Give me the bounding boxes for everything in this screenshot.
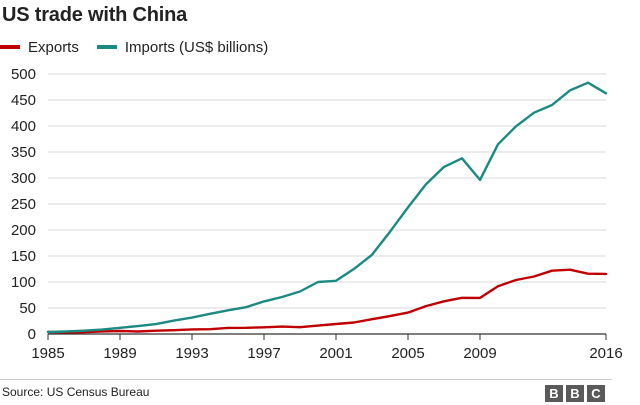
x-tick-label: 2016 xyxy=(589,345,622,362)
x-tick-label: 2009 xyxy=(463,345,496,362)
legend-item-imports: Imports (US$ billions) xyxy=(96,38,269,56)
y-tick-label: 450 xyxy=(11,92,36,109)
bbc-logo-block: B xyxy=(545,385,563,402)
x-tick-label: 2005 xyxy=(391,345,424,362)
legend-swatch-imports xyxy=(96,45,117,49)
legend-label-imports: Imports (US$ billions) xyxy=(124,38,269,56)
legend: Exports Imports (US$ billions) xyxy=(0,38,286,56)
y-tick-label: 300 xyxy=(11,170,36,187)
y-tick-label: 50 xyxy=(19,300,36,317)
footer-divider xyxy=(0,379,612,380)
legend-item-exports: Exports xyxy=(0,39,79,56)
y-tick-label: 0 xyxy=(28,326,36,343)
legend-swatch-exports xyxy=(0,45,20,49)
x-tick-label: 1985 xyxy=(31,345,64,362)
bbc-logo-block: C xyxy=(587,385,605,402)
x-tick-label: 1993 xyxy=(175,345,208,362)
bbc-logo: B B C xyxy=(542,385,605,402)
y-tick-label: 200 xyxy=(11,222,36,239)
source-note: Source: US Census Bureau xyxy=(2,385,150,399)
legend-label-exports: Exports xyxy=(28,38,79,56)
x-tick-label: 2001 xyxy=(319,345,352,362)
bbc-logo-block: B xyxy=(566,385,584,402)
series-line-exports xyxy=(46,268,608,334)
y-tick-label: 250 xyxy=(11,196,36,213)
y-tick-label: 500 xyxy=(11,66,36,83)
y-tick-label: 100 xyxy=(11,274,36,291)
y-tick-label: 400 xyxy=(11,118,36,135)
x-tick-label: 1989 xyxy=(103,345,136,362)
series-line-imports xyxy=(46,81,608,334)
x-tick-label: 1997 xyxy=(247,345,280,362)
y-tick-label: 150 xyxy=(11,248,36,265)
chart-title: US trade with China xyxy=(2,4,188,26)
y-tick-label: 350 xyxy=(11,144,36,161)
line-chart: 0 50 100 150 200 250 300 350 400 450 500 1985 1989 19… xyxy=(11,66,623,362)
